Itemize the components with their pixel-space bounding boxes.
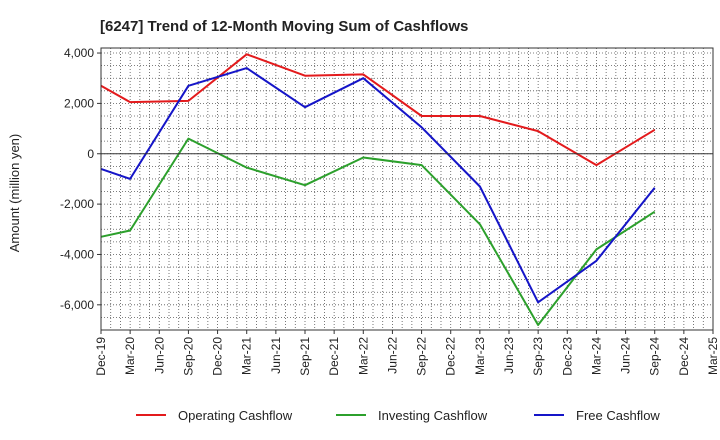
x-tick-label: Jun-21: [269, 337, 283, 374]
operating-cashflow-legend-label: Operating Cashflow: [178, 408, 293, 423]
y-tick-label: -6,000: [60, 298, 94, 312]
plot-area: [101, 48, 713, 330]
x-tick-label: Jun-22: [385, 337, 399, 374]
investing-cashflow-line: [100, 137, 656, 326]
x-tick-label: Jun-20: [152, 337, 166, 374]
operating-cashflow-line: [100, 53, 656, 167]
x-tick-label: Mar-24: [589, 337, 603, 375]
x-tick-label: Mar-25: [706, 337, 720, 375]
x-tick-label: Dec-19: [94, 337, 108, 376]
y-tick-label: 0: [87, 147, 94, 161]
plot-frame: [100, 47, 714, 331]
y-tick-label: -4,000: [60, 247, 94, 261]
y-tick-label: 4,000: [64, 46, 94, 60]
free-cashflow-legend-label: Free Cashflow: [576, 408, 660, 423]
x-tick-label: Sep-20: [181, 337, 195, 376]
x-tick-label: Mar-22: [356, 337, 370, 375]
x-tick-label: Dec-23: [560, 337, 574, 376]
x-tick-label: Dec-22: [444, 337, 458, 376]
x-tick-label: Dec-20: [211, 337, 225, 376]
x-tick-label: Dec-24: [677, 337, 691, 376]
free-cashflow-line: [100, 67, 656, 304]
x-tick-label: Sep-23: [531, 337, 545, 376]
x-tick-label: Mar-20: [123, 337, 137, 375]
x-tick-label: Jun-24: [619, 337, 633, 374]
chart-title: [6247] Trend of 12-Month Moving Sum of C…: [100, 18, 468, 35]
x-tick-label: Jun-23: [502, 337, 516, 374]
y-tick-label: -2,000: [60, 197, 94, 211]
x-tick-label: Mar-23: [473, 337, 487, 375]
y-axis-label: Amount (million yen): [7, 134, 22, 253]
y-tick-label: 2,000: [64, 96, 94, 110]
x-tick-label: Mar-21: [240, 337, 254, 375]
x-tick-label: Sep-24: [648, 337, 662, 376]
x-tick-label: Dec-21: [327, 337, 341, 376]
investing-cashflow-legend-label: Investing Cashflow: [378, 408, 488, 423]
x-tick-label: Sep-22: [415, 337, 429, 376]
x-tick-label: Sep-21: [298, 337, 312, 376]
